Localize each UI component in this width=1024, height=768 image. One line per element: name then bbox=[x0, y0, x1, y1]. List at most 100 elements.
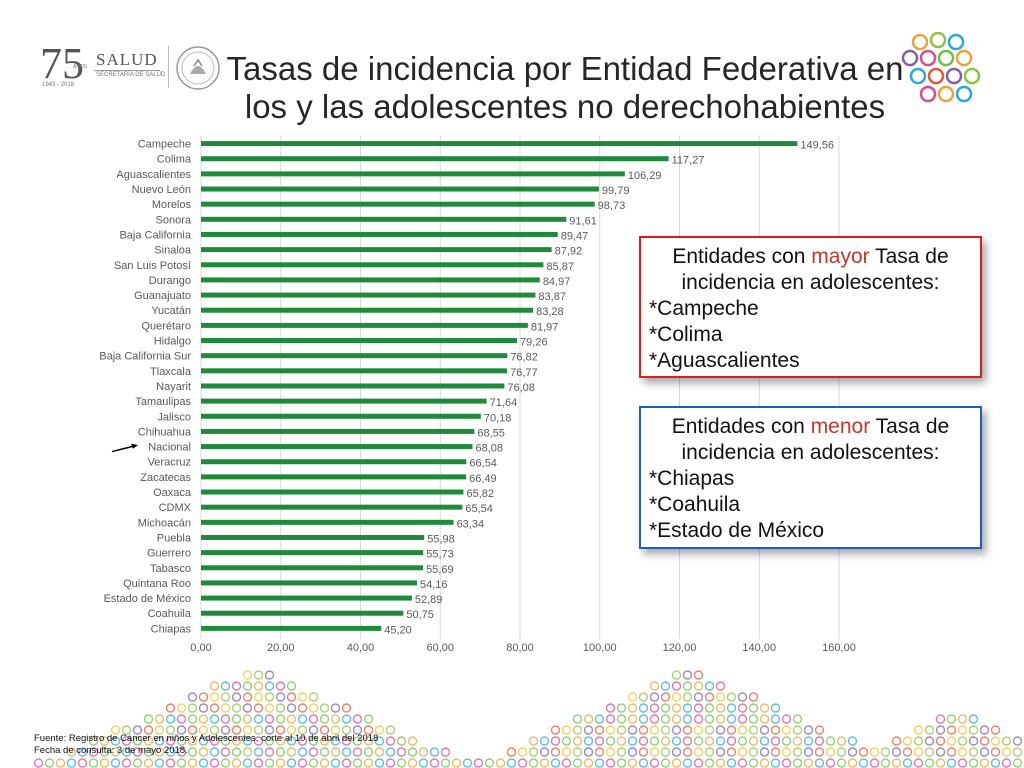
pattern-ring bbox=[132, 758, 143, 768]
pattern-ring bbox=[33, 758, 44, 768]
pattern-ring bbox=[660, 681, 671, 691]
pattern-ring bbox=[154, 747, 165, 757]
footer-rings-pattern bbox=[33, 670, 1024, 768]
pattern-ring bbox=[946, 714, 957, 724]
pattern-ring bbox=[759, 758, 770, 768]
bar bbox=[201, 534, 425, 540]
pattern-ring bbox=[880, 758, 891, 768]
pattern-ring bbox=[143, 758, 154, 768]
pattern-ring bbox=[407, 747, 418, 757]
bar bbox=[201, 322, 528, 328]
pattern-ring bbox=[847, 747, 858, 757]
pattern-ring bbox=[352, 736, 363, 746]
title-line-1: Tasas de incidencia por Entidad Federati… bbox=[226, 50, 904, 87]
category-label: Chihuahua bbox=[138, 426, 192, 438]
consult-date: Fecha de consulta: 3 de mayo 2018. bbox=[34, 745, 188, 756]
value-label: 55,98 bbox=[427, 533, 455, 545]
pattern-ring bbox=[385, 736, 396, 746]
x-tick-label: 60,00 bbox=[426, 642, 454, 654]
highest-box-item: *Aguascalientes bbox=[649, 349, 800, 372]
pattern-ring bbox=[627, 747, 638, 757]
pattern-ring bbox=[209, 692, 220, 702]
pattern-ring bbox=[737, 692, 748, 702]
pattern-ring bbox=[165, 703, 176, 713]
pattern-ring bbox=[968, 747, 979, 757]
bar bbox=[201, 216, 567, 222]
pattern-ring bbox=[209, 681, 220, 691]
category-label: Baja California Sur bbox=[99, 351, 191, 363]
pattern-ring bbox=[352, 714, 363, 724]
bar bbox=[201, 580, 417, 586]
category-label: Colima bbox=[157, 154, 192, 166]
pattern-ring bbox=[759, 747, 770, 757]
pattern-ring bbox=[77, 758, 88, 768]
pattern-ring bbox=[242, 703, 253, 713]
lowest-box-item: *Chiapas bbox=[649, 467, 735, 490]
pattern-ring bbox=[715, 703, 726, 713]
lowest-box-heading-pre: Entidades con bbox=[671, 415, 811, 438]
pattern-ring bbox=[187, 747, 198, 757]
pattern-ring bbox=[638, 747, 649, 757]
pattern-ring bbox=[616, 736, 627, 746]
category-label: San Luis Potosí bbox=[114, 260, 191, 272]
pattern-ring bbox=[198, 747, 209, 757]
pattern-ring bbox=[363, 725, 374, 735]
value-label: 76,77 bbox=[510, 367, 538, 379]
pattern-ring bbox=[154, 725, 165, 735]
pattern-ring bbox=[242, 747, 253, 757]
pattern-ring bbox=[671, 725, 682, 735]
bar bbox=[201, 550, 424, 556]
pattern-ring bbox=[616, 714, 627, 724]
pattern-ring bbox=[143, 714, 154, 724]
pattern-ring bbox=[792, 725, 803, 735]
pattern-ring bbox=[583, 714, 594, 724]
pattern-ring bbox=[110, 747, 121, 757]
pattern-ring bbox=[517, 747, 528, 757]
value-label: 149,56 bbox=[800, 140, 834, 152]
x-tick-label: 80,00 bbox=[506, 642, 534, 654]
pattern-ring bbox=[143, 725, 154, 735]
value-label: 117,27 bbox=[672, 155, 705, 167]
pattern-ring bbox=[209, 725, 220, 735]
pattern-ring bbox=[88, 747, 99, 757]
pattern-ring bbox=[737, 736, 748, 746]
pattern-ring bbox=[814, 747, 825, 757]
pattern-ring bbox=[737, 714, 748, 724]
pattern-ring bbox=[253, 692, 264, 702]
pattern-ring bbox=[825, 736, 836, 746]
pattern-ring bbox=[176, 747, 187, 757]
pattern-ring bbox=[649, 747, 660, 757]
pattern-ring bbox=[1001, 758, 1012, 768]
pattern-ring bbox=[770, 736, 781, 746]
chart-bars bbox=[201, 141, 798, 631]
pattern-ring bbox=[330, 703, 341, 713]
lowest-rate-box: Entidades con menor Tasa de incidencia e… bbox=[639, 406, 982, 549]
highest-rate-box: Entidades con mayor Tasa de incidencia e… bbox=[639, 236, 982, 378]
pattern-ring bbox=[341, 725, 352, 735]
pattern-ring bbox=[385, 747, 396, 757]
pattern-ring bbox=[803, 725, 814, 735]
pattern-ring bbox=[297, 692, 308, 702]
pattern-ring bbox=[792, 747, 803, 757]
pattern-ring bbox=[396, 736, 407, 746]
pattern-ring bbox=[682, 681, 693, 691]
pattern-ring bbox=[319, 747, 330, 757]
value-label: 50,75 bbox=[406, 609, 434, 621]
pattern-ring bbox=[176, 758, 187, 768]
pattern-ring bbox=[935, 747, 946, 757]
pattern-ring bbox=[253, 714, 264, 724]
value-label: 68,08 bbox=[475, 443, 503, 455]
bar bbox=[201, 428, 475, 434]
pattern-ring bbox=[990, 736, 1001, 746]
pattern-ring bbox=[209, 714, 220, 724]
x-tick-label: 20,00 bbox=[267, 642, 295, 654]
pattern-ring bbox=[88, 758, 99, 768]
pattern-ring bbox=[297, 747, 308, 757]
value-label: 87,92 bbox=[555, 246, 583, 258]
pattern-ring bbox=[363, 747, 374, 757]
pattern-ring bbox=[440, 758, 451, 768]
pattern-ring bbox=[242, 758, 253, 768]
category-label: Zacatecas bbox=[140, 472, 191, 484]
category-label: Tamaulipas bbox=[135, 396, 191, 408]
anniversary-word: AÑOS bbox=[73, 64, 88, 70]
